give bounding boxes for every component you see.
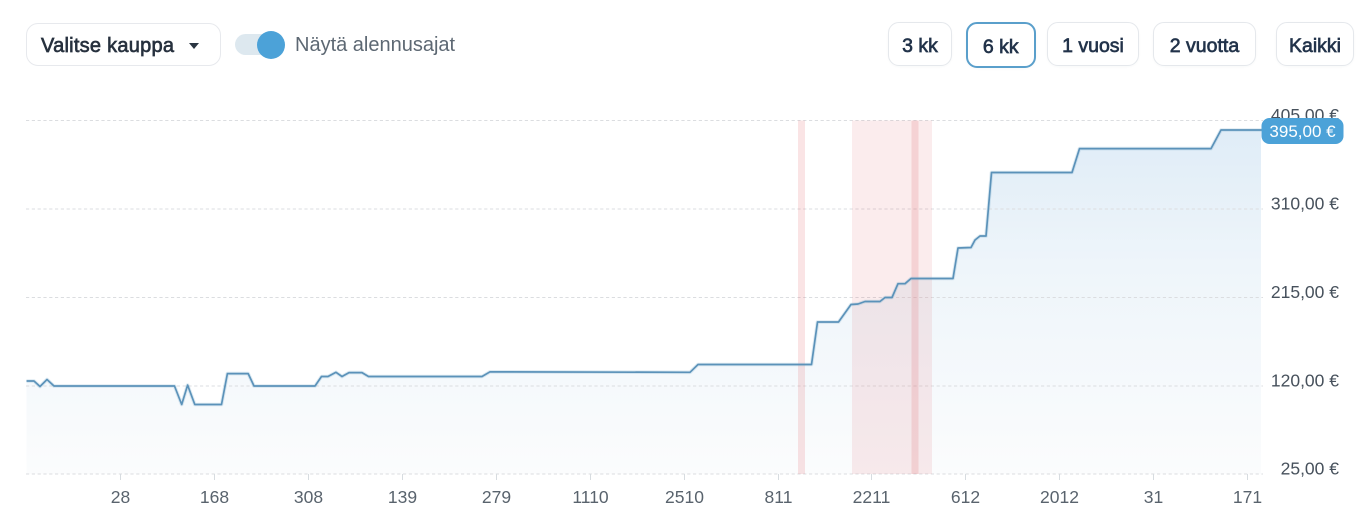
svg-text:120,00 €: 120,00 € <box>1271 371 1339 391</box>
svg-text:1110: 1110 <box>572 487 609 507</box>
svg-text:2012: 2012 <box>1040 487 1079 507</box>
svg-text:2510: 2510 <box>665 487 704 507</box>
svg-text:139: 139 <box>388 487 417 507</box>
svg-text:279: 279 <box>482 487 511 507</box>
svg-text:31: 31 <box>1144 487 1163 507</box>
svg-text:2211: 2211 <box>853 487 891 507</box>
svg-text:308: 308 <box>294 487 323 507</box>
svg-text:171: 171 <box>1233 487 1262 507</box>
svg-text:25,00 €: 25,00 € <box>1281 459 1340 479</box>
svg-text:612: 612 <box>951 487 980 507</box>
svg-text:310,00 €: 310,00 € <box>1271 194 1339 214</box>
svg-text:395,00 €: 395,00 € <box>1269 122 1336 141</box>
svg-text:811: 811 <box>765 487 793 507</box>
svg-text:28: 28 <box>111 487 130 507</box>
svg-text:215,00 €: 215,00 € <box>1271 282 1339 302</box>
svg-text:168: 168 <box>200 487 229 507</box>
